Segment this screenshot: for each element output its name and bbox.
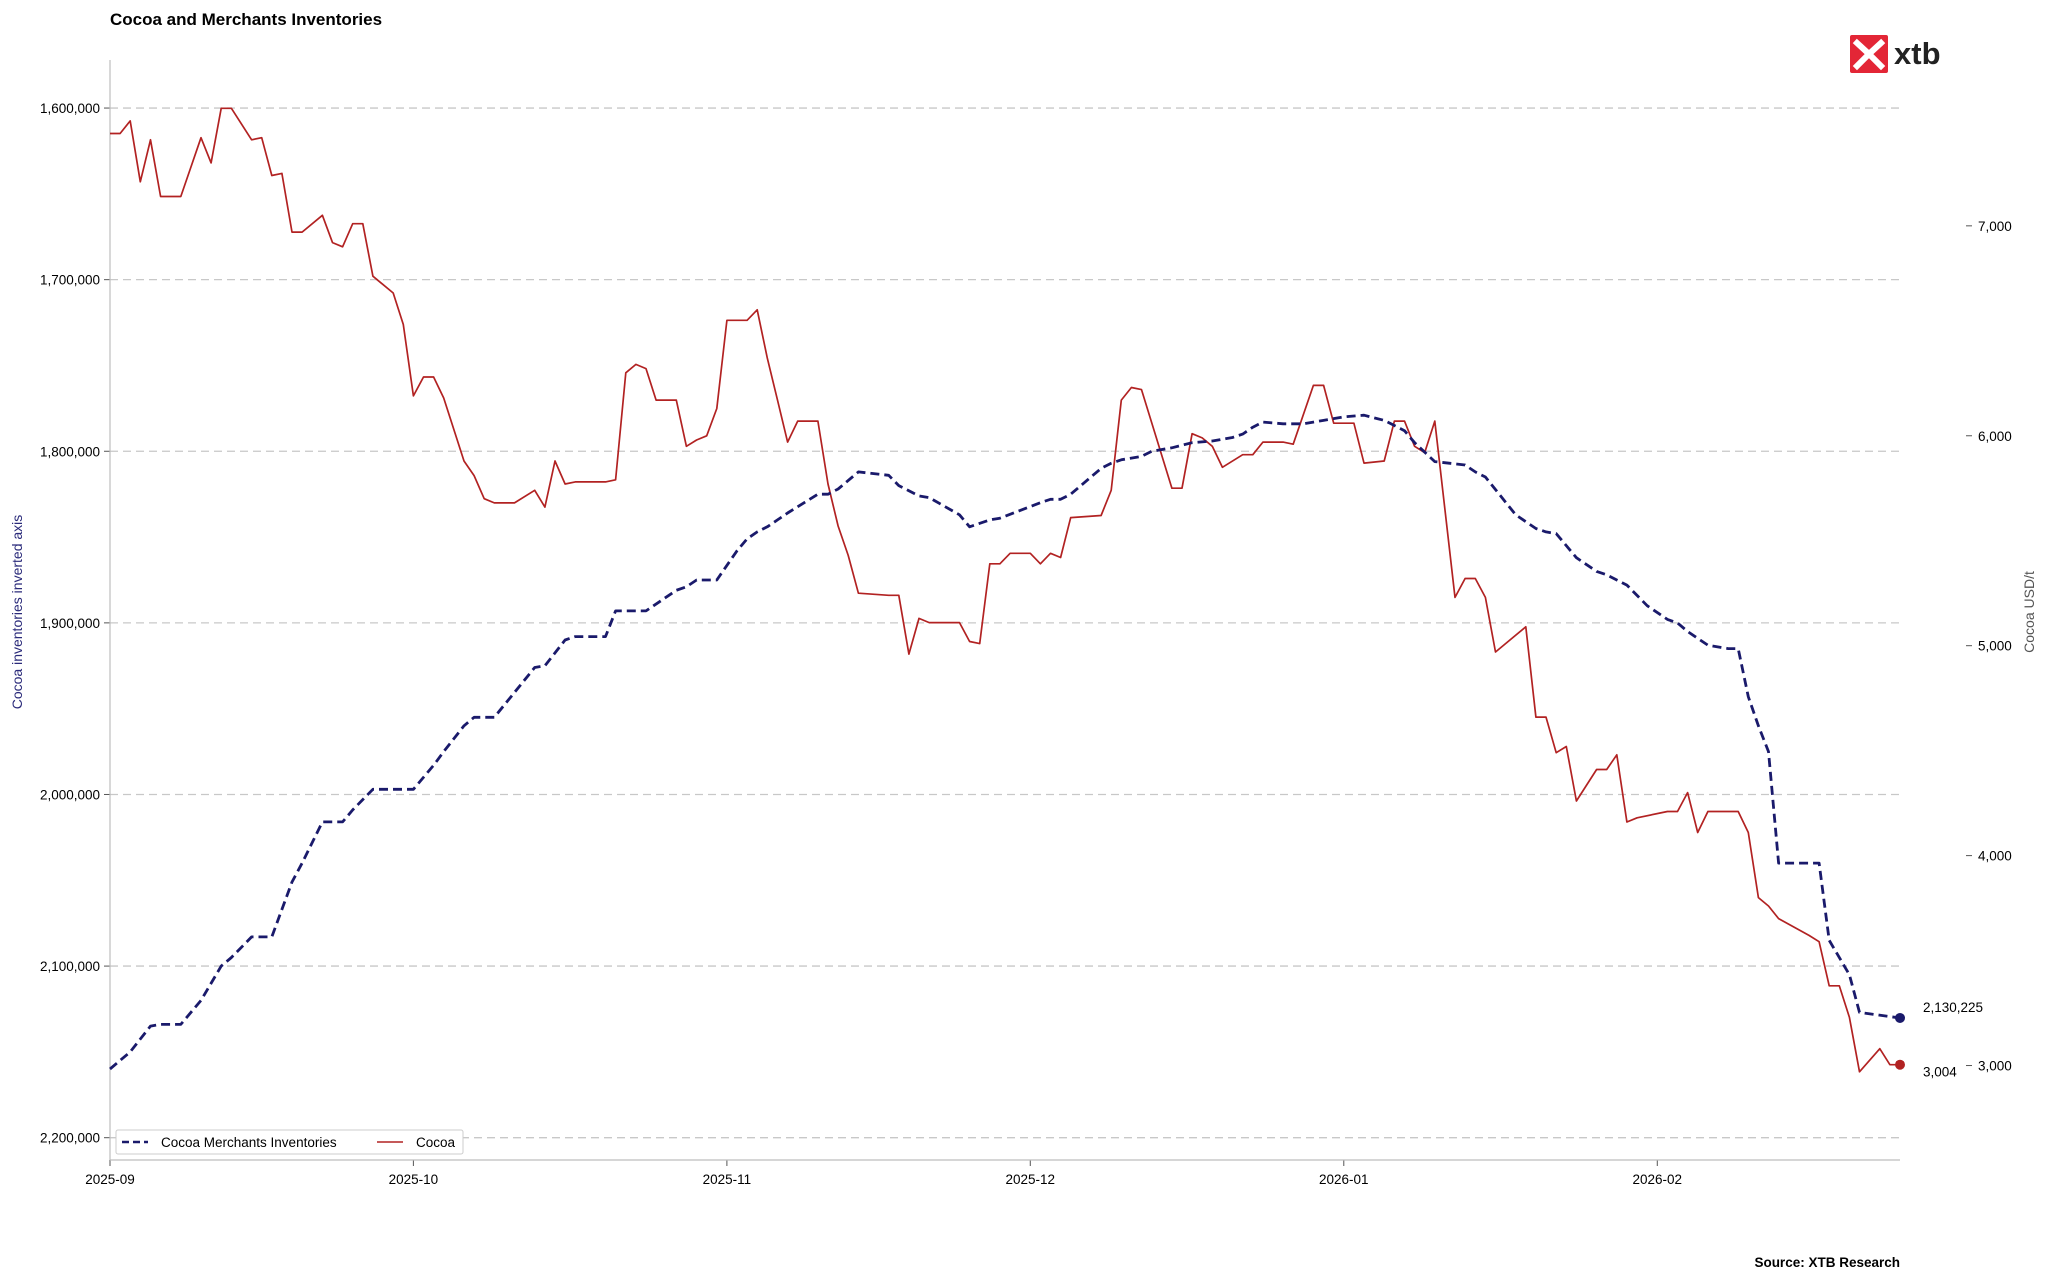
legend[interactable]: Cocoa Merchants Inventories Cocoa: [115, 1129, 464, 1155]
inventories-last-point: [1895, 1012, 1905, 1023]
x-tick-label: 2025-09: [85, 1172, 135, 1187]
cocoa-last-value-label: 3,004: [1923, 1065, 1957, 1080]
left-tick-label: 1,900,000: [40, 616, 100, 631]
x-tick-label: 2025-11: [703, 1172, 752, 1187]
xtb-logo-cross-icon: [1852, 38, 1886, 71]
cocoa-last-point: [1895, 1059, 1905, 1070]
series-layer: [109, 107, 1901, 1073]
right-tick-label: 3,000: [1978, 1059, 2012, 1074]
legend-label-cocoa: Cocoa: [416, 1135, 456, 1150]
inventories-line: [109, 413, 1901, 1071]
right-tick-label: 6,000: [1978, 429, 2012, 444]
legend-label-inventories: Cocoa Merchants Inventories: [161, 1135, 337, 1150]
right-axis-ticks: 3,000 4,000 5,000 6,000 7,000: [1966, 219, 2012, 1074]
x-tick-label: 2026-01: [1319, 1172, 1369, 1187]
left-tick-label: 1,800,000: [40, 444, 100, 459]
left-tick-label: 1,700,000: [40, 273, 100, 288]
right-tick-label: 5,000: [1978, 639, 2012, 654]
x-tick-label: 2025-10: [389, 1172, 439, 1187]
x-axis-ticks: 2025-09 2025-10 2025-11 2025-12 2026-01 2026-…: [85, 1160, 1682, 1187]
xtb-logo: xtb: [1850, 35, 1941, 73]
x-tick-label: 2026-02: [1633, 1172, 1683, 1187]
right-axis-title: Cocoa USD/t: [2021, 571, 2037, 653]
left-axis-title: Cocoa inventories inverted axis: [9, 515, 25, 710]
left-axis-ticks: 1,600,000 1,700,000 1,800,000 1,900,000 2,00…: [40, 101, 110, 1146]
chart-title: Cocoa and Merchants Inventories: [110, 10, 382, 29]
cocoa-line: [110, 107, 1900, 1073]
left-tick-label: 1,600,000: [40, 101, 100, 116]
x-tick-label: 2025-12: [1006, 1172, 1056, 1187]
gridlines: [110, 107, 1900, 1139]
end-markers: 3,004 2,130,225: [1895, 1000, 1983, 1080]
inventories-last-value-label: 2,130,225: [1923, 1000, 1983, 1015]
xtb-logo-text: xtb: [1894, 36, 1941, 71]
left-tick-label: 2,200,000: [40, 1131, 100, 1146]
right-tick-label: 4,000: [1978, 849, 2012, 864]
right-tick-label: 7,000: [1978, 219, 2012, 234]
legend-box: [115, 1129, 464, 1155]
left-tick-label: 2,100,000: [40, 959, 100, 974]
left-tick-label: 2,000,000: [40, 787, 100, 802]
source-label: Source: XTB Research: [1754, 1255, 1900, 1270]
